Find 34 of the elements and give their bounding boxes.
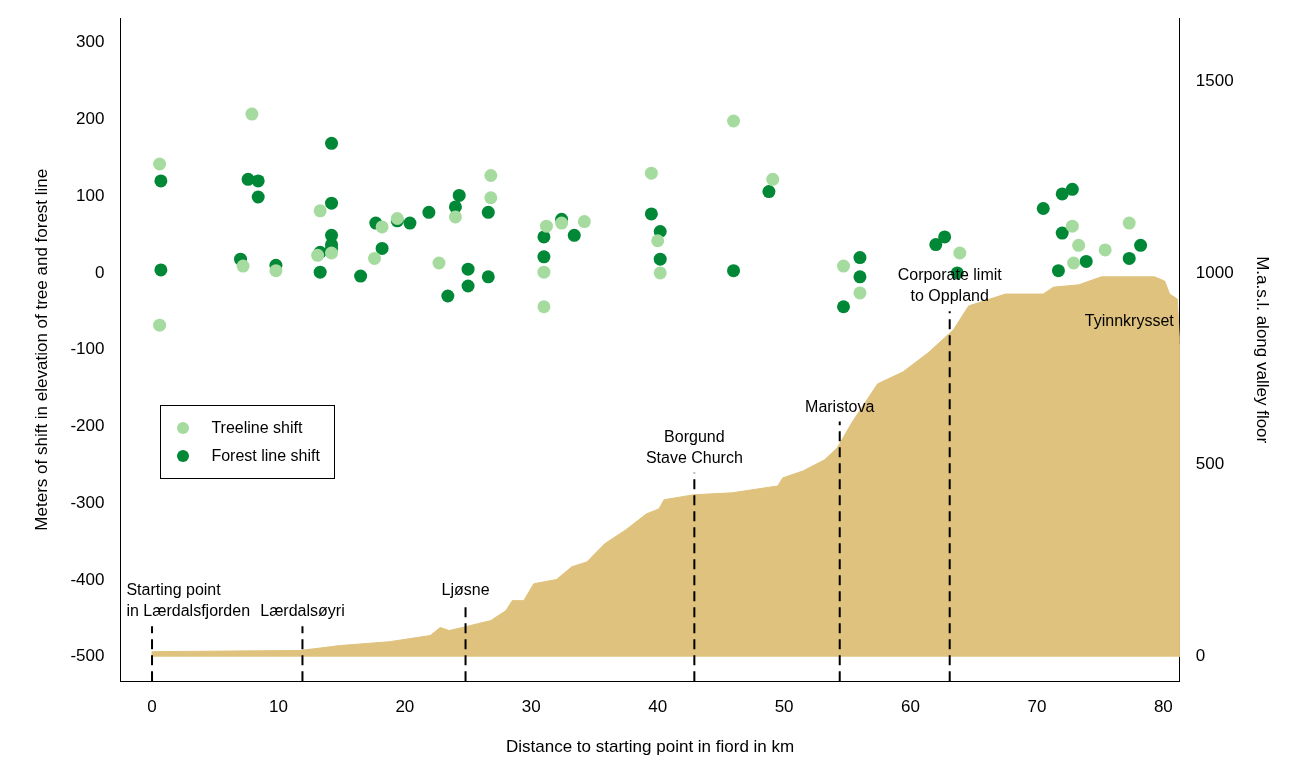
x-tick-label: 50	[774, 697, 794, 717]
y-tick-label: -200	[70, 416, 105, 436]
y2-axis-title: M.a.s.l. along valley floor	[1253, 256, 1273, 444]
y-tick-label: -400	[70, 569, 105, 589]
y-tick-label: -500	[70, 646, 105, 666]
legend-label: Forest line shift	[211, 445, 320, 466]
x-tick-label: 60	[901, 697, 920, 717]
x-tick-label: 30	[521, 697, 541, 717]
y2-tick-label: 1500	[1195, 70, 1234, 90]
ref-line-label: Lærdalsøyri	[260, 602, 345, 620]
x-tick-label: 40	[648, 697, 668, 717]
x-tick-label: 10	[268, 697, 288, 717]
legend-label: Treeline shift	[211, 417, 303, 438]
x-axis-title: Distance to starting point in fiord in km	[506, 737, 795, 757]
x-tick-label: 80	[1153, 697, 1173, 717]
y-tick-label: 100	[76, 185, 105, 205]
x-tick-label: 0	[147, 697, 157, 717]
y-tick-label: -100	[70, 339, 105, 359]
x-tick-label: 70	[1027, 697, 1047, 717]
ref-line-label: Starting point in Lærdalsfjorden	[126, 581, 251, 620]
y2-tick-label: 0	[1195, 646, 1206, 666]
y2-tick-label: 1000	[1195, 262, 1234, 282]
ref-line-label: Corporate limit to Oppland	[897, 266, 1003, 305]
x-tick-label: 20	[395, 697, 415, 717]
y-tick-label: 200	[76, 109, 105, 129]
ref-line-label: Maristova	[805, 397, 875, 415]
annotation: Tyinnkrysset	[1084, 312, 1175, 330]
y-tick-label: -300	[70, 492, 105, 512]
y-tick-label: 300	[76, 32, 105, 52]
ref-line-label: Borgund Stave Church	[645, 427, 743, 466]
y-axis-title: Meters of shift in elevation of tree and forest line	[31, 168, 51, 531]
y-tick-label: 0	[94, 262, 105, 282]
ref-line-label: Ljøsne	[441, 580, 490, 598]
y2-tick-label: 500	[1195, 454, 1225, 474]
